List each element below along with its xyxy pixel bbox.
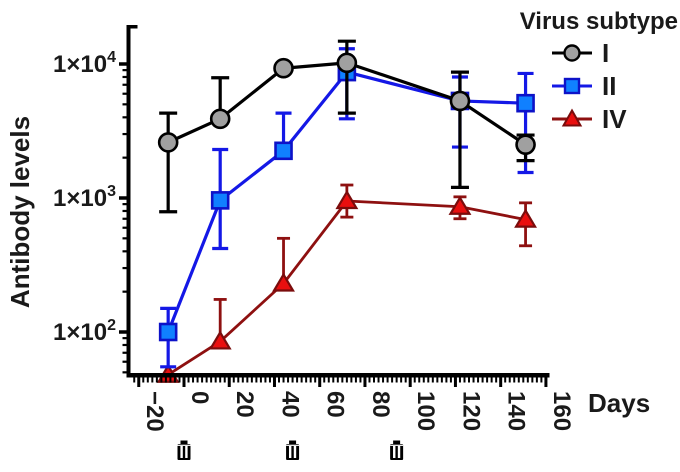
x-tick-label: 140 bbox=[503, 391, 530, 431]
y-tick-label: 1×104 bbox=[53, 49, 116, 78]
x-tick-label: 20 bbox=[231, 391, 258, 418]
legend-label: I bbox=[602, 37, 610, 68]
x-tick-label: 0 bbox=[186, 391, 213, 404]
legend-marker-square-icon bbox=[552, 77, 592, 94]
legend: Virus subtype I II IV bbox=[500, 8, 678, 135]
vaccine-vial-icon bbox=[390, 440, 404, 460]
y-axis-ticks: 1×104 1×103 1×102 bbox=[53, 49, 128, 374]
x-tick-label: 80 bbox=[367, 391, 394, 418]
legend-item-subtype-II: II bbox=[500, 69, 678, 102]
y-tick-label: 1×102 bbox=[53, 317, 116, 346]
series-I bbox=[157, 39, 536, 214]
vaccine-vial-icon bbox=[177, 440, 191, 460]
legend-label: IV bbox=[602, 103, 627, 134]
legend-marker-circle-icon bbox=[552, 43, 592, 62]
y-axis-title: Antibody levels bbox=[5, 115, 35, 309]
x-tick-label: 160 bbox=[548, 391, 575, 431]
legend-label: II bbox=[602, 70, 617, 101]
legend-marker-triangle-icon bbox=[552, 107, 592, 126]
axes bbox=[126, 25, 550, 378]
vaccination-annotations bbox=[177, 440, 404, 460]
x-axis-title: Days bbox=[588, 388, 651, 418]
legend-item-subtype-I: I bbox=[500, 36, 678, 69]
y-tick-label: 1×103 bbox=[53, 183, 116, 212]
x-tick-label: 40 bbox=[276, 391, 303, 418]
series-IV bbox=[156, 183, 537, 383]
x-axis-ticks: −20 0 20 40 60 80 100 120 140 160 bbox=[133, 377, 575, 432]
x-tick-label: 100 bbox=[412, 391, 439, 431]
legend-title: Virus subtype bbox=[519, 8, 678, 35]
x-tick-label: 60 bbox=[322, 391, 349, 418]
vaccine-vial-icon bbox=[286, 440, 300, 460]
x-tick-label: 120 bbox=[457, 391, 484, 431]
legend-item-subtype-IV: IV bbox=[500, 102, 678, 135]
x-tick-label: −20 bbox=[141, 391, 168, 432]
